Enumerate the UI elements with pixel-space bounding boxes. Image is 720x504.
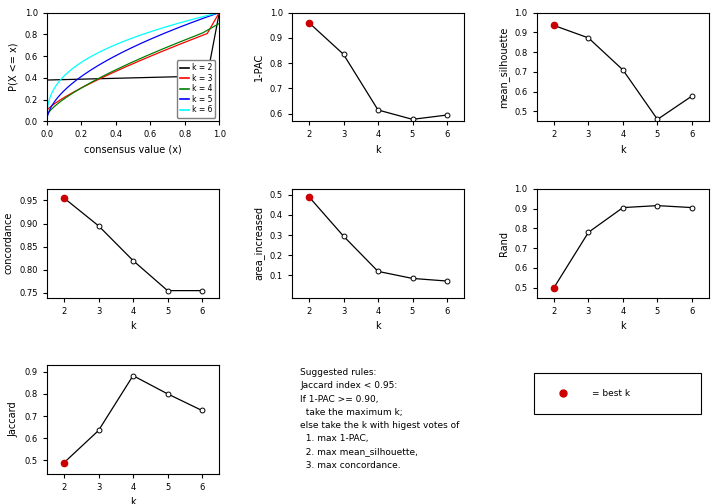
X-axis label: k: k bbox=[375, 145, 381, 155]
Y-axis label: area_increased: area_increased bbox=[253, 206, 264, 280]
Y-axis label: Jaccard: Jaccard bbox=[9, 402, 19, 437]
Y-axis label: P(X <= x): P(X <= x) bbox=[9, 43, 19, 91]
X-axis label: consensus value (x): consensus value (x) bbox=[84, 145, 182, 155]
X-axis label: k: k bbox=[620, 145, 626, 155]
X-axis label: k: k bbox=[620, 321, 626, 331]
Y-axis label: mean_silhouette: mean_silhouette bbox=[498, 26, 509, 108]
X-axis label: k: k bbox=[130, 321, 136, 331]
X-axis label: k: k bbox=[130, 497, 136, 504]
X-axis label: k: k bbox=[375, 321, 381, 331]
Legend: k = 2, k = 3, k = 4, k = 5, k = 6: k = 2, k = 3, k = 4, k = 5, k = 6 bbox=[176, 60, 215, 117]
FancyBboxPatch shape bbox=[534, 372, 701, 414]
Text: = best k: = best k bbox=[593, 389, 631, 398]
Y-axis label: 1-PAC: 1-PAC bbox=[254, 53, 264, 81]
Y-axis label: concordance: concordance bbox=[4, 212, 14, 274]
Text: Suggested rules:
Jaccard index < 0.95:
If 1-PAC >= 0.90,
  take the maximum k;
e: Suggested rules: Jaccard index < 0.95: I… bbox=[300, 368, 459, 470]
Y-axis label: Rand: Rand bbox=[499, 231, 509, 256]
